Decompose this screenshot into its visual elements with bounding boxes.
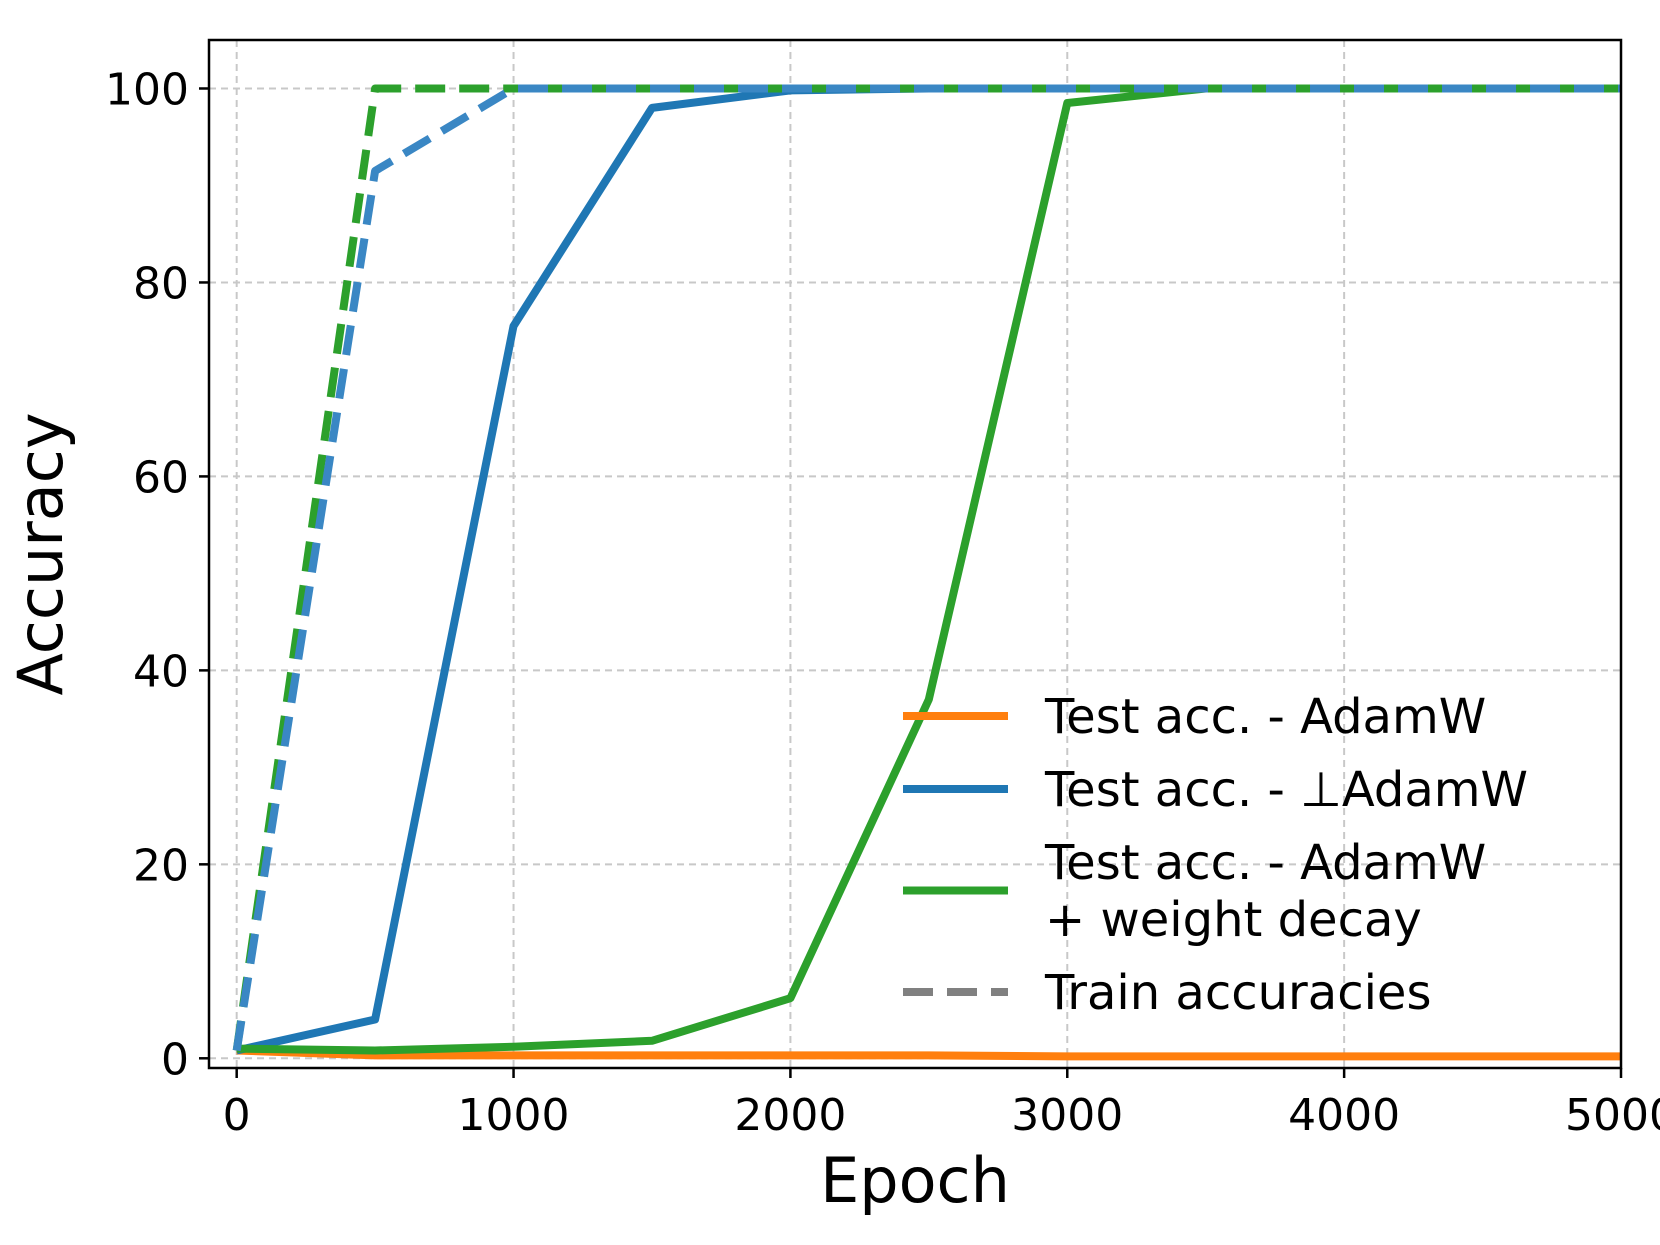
x-tick-label: 3000 xyxy=(1011,1090,1123,1141)
legend-label: Test acc. - AdamW xyxy=(1044,835,1486,891)
legend-label: Test acc. - AdamW xyxy=(1044,689,1486,745)
legend-label: + weight decay xyxy=(1045,892,1422,948)
x-tick-label: 4000 xyxy=(1288,1090,1400,1141)
series-line-adamw_test xyxy=(236,1046,1621,1061)
legend-label: Test acc. - ⊥AdamW xyxy=(1044,762,1528,818)
x-tick-label: 2000 xyxy=(734,1090,846,1141)
y-tick-label: 20 xyxy=(133,840,189,891)
series-lines xyxy=(232,84,1621,1061)
y-tick-label: 60 xyxy=(133,452,189,503)
x-axis-label: Epoch xyxy=(820,1144,1010,1217)
x-tick-label: 0 xyxy=(223,1090,251,1141)
y-axis-label: Accuracy xyxy=(4,412,77,695)
series-line-perp_adamw_train xyxy=(232,84,1621,1052)
y-tick-label: 40 xyxy=(133,646,189,697)
x-tick-label: 1000 xyxy=(458,1090,570,1141)
plot-frame xyxy=(207,38,1623,1070)
legend-label: Train accuracies xyxy=(1044,965,1431,1021)
y-tick-label: 0 xyxy=(161,1034,189,1085)
legend: Test acc. - AdamW Test acc. - ⊥AdamW Test … xyxy=(903,689,1528,1021)
y-tick-label: 100 xyxy=(105,64,189,115)
y-tick-label: 80 xyxy=(133,258,189,309)
